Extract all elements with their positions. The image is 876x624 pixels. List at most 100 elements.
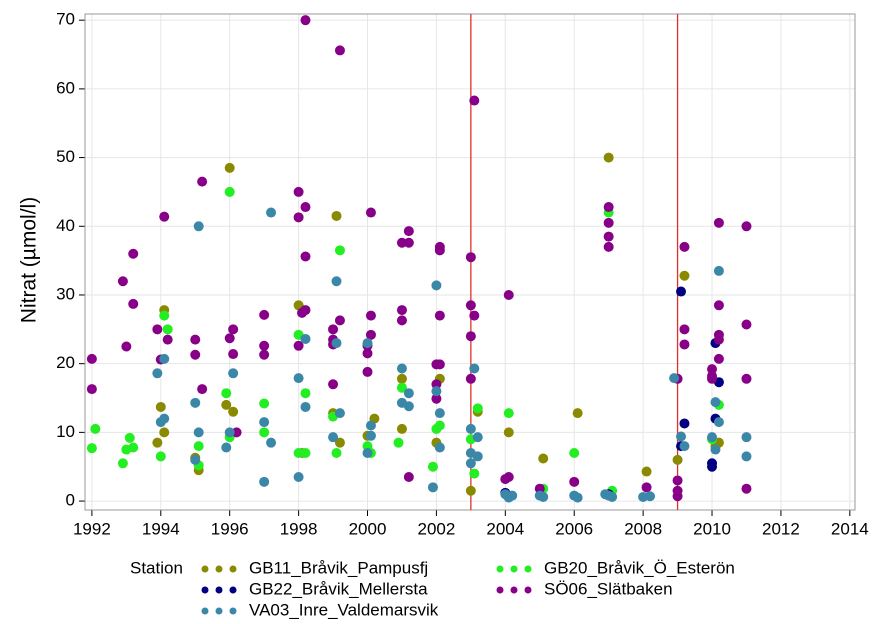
point bbox=[300, 388, 311, 399]
point bbox=[603, 217, 614, 228]
point bbox=[293, 373, 304, 384]
point bbox=[710, 444, 721, 455]
point bbox=[259, 349, 270, 360]
point bbox=[365, 430, 376, 441]
point bbox=[259, 476, 270, 487]
point bbox=[259, 427, 270, 438]
x-tick-label: 2006 bbox=[555, 519, 593, 538]
point bbox=[396, 305, 407, 316]
point bbox=[259, 398, 270, 409]
y-tick-label: 20 bbox=[56, 353, 75, 372]
legend-title: Station bbox=[130, 558, 183, 577]
point bbox=[641, 482, 652, 493]
point bbox=[465, 458, 476, 469]
point bbox=[469, 468, 480, 479]
point bbox=[713, 334, 724, 345]
point bbox=[152, 437, 163, 448]
point bbox=[396, 237, 407, 248]
point bbox=[331, 447, 342, 458]
x-tick-label: 2014 bbox=[831, 519, 869, 538]
point bbox=[741, 221, 752, 232]
point bbox=[190, 349, 201, 360]
point bbox=[713, 353, 724, 364]
legend-symbol bbox=[215, 607, 223, 615]
point bbox=[603, 231, 614, 242]
point bbox=[159, 211, 170, 222]
x-tick-label: 1996 bbox=[211, 519, 249, 538]
y-tick-label: 30 bbox=[56, 284, 75, 303]
point bbox=[507, 490, 518, 501]
point bbox=[569, 476, 580, 487]
point bbox=[503, 472, 514, 483]
point bbox=[159, 353, 170, 364]
point bbox=[300, 401, 311, 412]
point bbox=[396, 423, 407, 434]
point bbox=[472, 432, 483, 443]
point bbox=[365, 329, 376, 340]
x-tick-label: 2012 bbox=[762, 519, 800, 538]
legend-symbol bbox=[215, 565, 223, 573]
point bbox=[334, 45, 345, 56]
x-tick-label: 2010 bbox=[693, 519, 731, 538]
point bbox=[259, 309, 270, 320]
plot-frame bbox=[84, 13, 856, 511]
point bbox=[293, 472, 304, 483]
legend-label: SÖ06_Slätbaken bbox=[544, 579, 673, 598]
point bbox=[128, 442, 139, 453]
x-tick-label: 2002 bbox=[417, 519, 455, 538]
legend-symbol bbox=[201, 607, 209, 615]
point bbox=[434, 420, 445, 431]
legend-symbol bbox=[510, 586, 518, 594]
point bbox=[472, 403, 483, 414]
point bbox=[117, 276, 128, 287]
point bbox=[603, 152, 614, 163]
y-tick-label: 0 bbox=[66, 491, 75, 510]
point bbox=[676, 286, 687, 297]
point bbox=[128, 248, 139, 259]
point bbox=[431, 379, 442, 390]
point bbox=[403, 388, 414, 399]
legend-symbol bbox=[201, 565, 209, 573]
point bbox=[641, 466, 652, 477]
point bbox=[434, 408, 445, 419]
point bbox=[124, 432, 135, 443]
point bbox=[365, 310, 376, 321]
point bbox=[328, 324, 339, 335]
point bbox=[741, 319, 752, 330]
point bbox=[90, 423, 101, 434]
point bbox=[679, 441, 690, 452]
point bbox=[259, 340, 270, 351]
point bbox=[465, 423, 476, 434]
point bbox=[300, 305, 311, 316]
point bbox=[328, 379, 339, 390]
point bbox=[465, 252, 476, 263]
point bbox=[293, 340, 304, 351]
point bbox=[228, 349, 239, 360]
point bbox=[538, 491, 549, 502]
legend-label: GB11_Bråvik_Pampusfj bbox=[249, 558, 428, 577]
point bbox=[86, 384, 97, 395]
point bbox=[431, 393, 442, 404]
legend-symbol bbox=[215, 586, 223, 594]
point bbox=[707, 373, 718, 384]
point bbox=[503, 289, 514, 300]
point bbox=[331, 210, 342, 221]
point bbox=[396, 373, 407, 384]
x-tick-label: 2004 bbox=[486, 519, 524, 538]
point bbox=[713, 417, 724, 428]
legend-symbol bbox=[496, 586, 504, 594]
point bbox=[679, 324, 690, 335]
legend-label: GB22_Bråvik_Mellersta bbox=[249, 579, 428, 598]
point bbox=[266, 437, 277, 448]
y-tick-label: 60 bbox=[56, 78, 75, 97]
point bbox=[713, 265, 724, 276]
point bbox=[538, 453, 549, 464]
point bbox=[603, 241, 614, 252]
point bbox=[679, 270, 690, 281]
point bbox=[362, 447, 373, 458]
point bbox=[159, 427, 170, 438]
point bbox=[713, 217, 724, 228]
point bbox=[121, 341, 132, 352]
point bbox=[155, 451, 166, 462]
point bbox=[534, 483, 545, 494]
